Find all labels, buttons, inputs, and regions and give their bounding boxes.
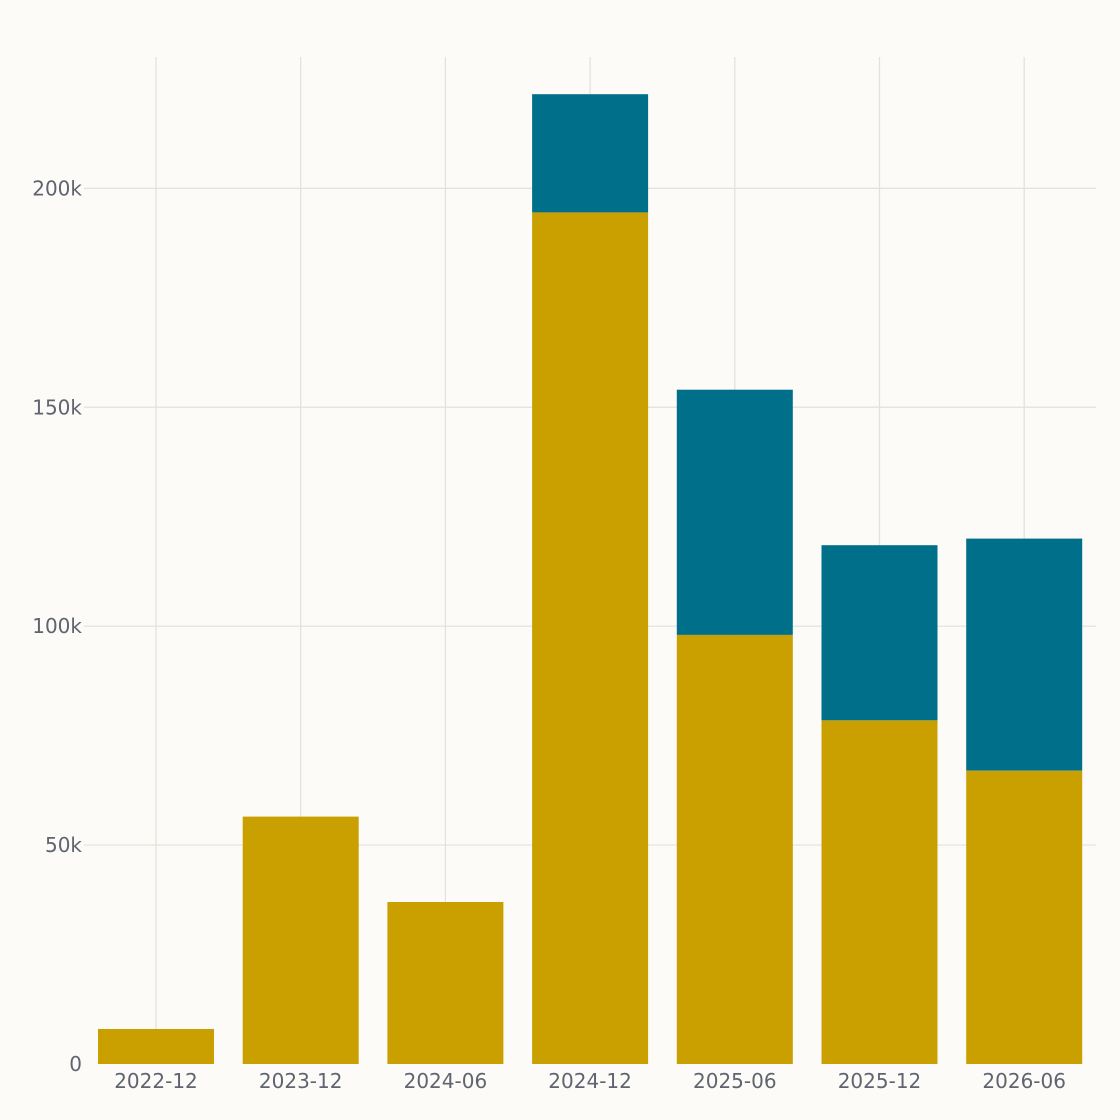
bar-segment-series-2: [821, 545, 938, 721]
x-tick-label: 2024-06: [404, 1069, 488, 1093]
bar-segment-series-1: [532, 212, 649, 1064]
y-tick-label: 100k: [32, 614, 82, 638]
bar-segment-series-1: [821, 720, 938, 1064]
axis-layer: 0 50k 100k 150k 200k 2022-12 2023-12 2024-06 202…: [32, 176, 1066, 1093]
bar-segment-series-1: [387, 902, 504, 1064]
bar-segment-series-1: [966, 770, 1083, 1064]
bar-segment-series-1: [676, 634, 793, 1064]
bar-segment-series-2: [966, 538, 1083, 771]
bar-segment-series-2: [676, 389, 793, 635]
bar-segment-series-1: [242, 816, 359, 1064]
bar-layer: [98, 94, 1083, 1064]
x-tick-label: 2023-12: [259, 1069, 343, 1093]
bar-segment-series-2: [532, 94, 649, 213]
x-tick-label: 2025-06: [693, 1069, 777, 1093]
bar-segment-series-1: [98, 1029, 214, 1064]
x-tick-label: 2026-06: [982, 1069, 1066, 1093]
y-tick-label: 50k: [45, 833, 82, 857]
x-tick-label: 2024-12: [548, 1069, 632, 1093]
y-tick-label: 200k: [32, 176, 82, 200]
x-tick-label: 2022-12: [114, 1069, 198, 1093]
y-tick-label: 0: [69, 1052, 82, 1076]
x-tick-label: 2025-12: [838, 1069, 922, 1093]
y-tick-label: 150k: [32, 395, 82, 419]
